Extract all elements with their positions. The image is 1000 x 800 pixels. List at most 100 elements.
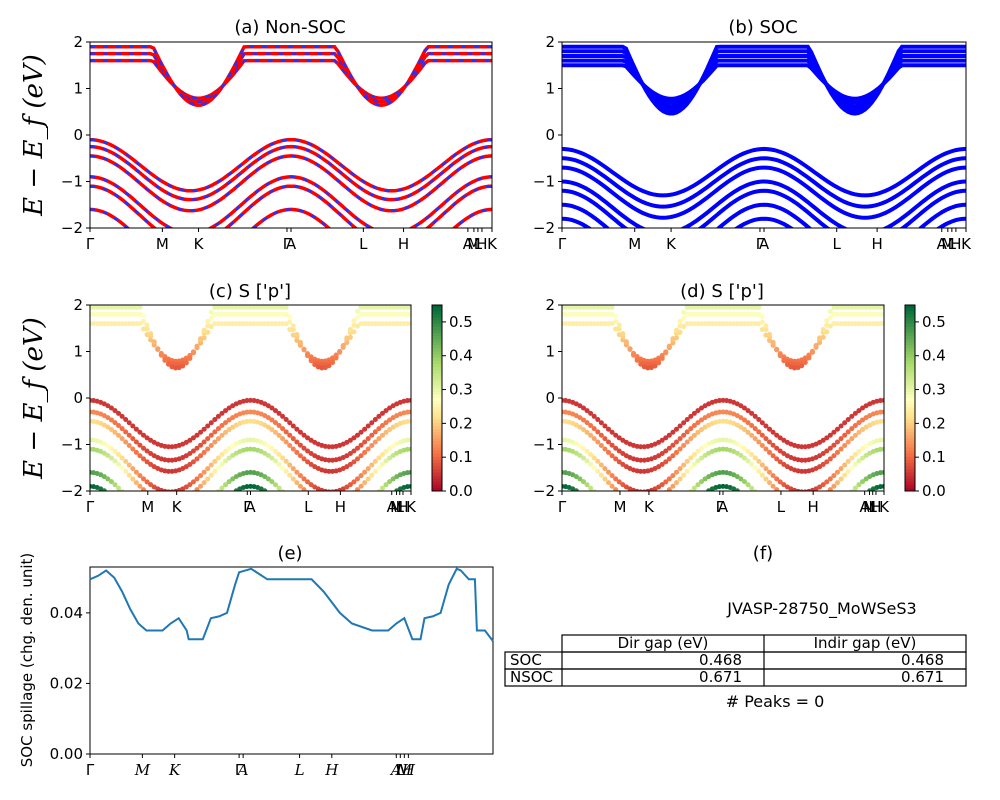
panel-d-point bbox=[863, 321, 869, 327]
panel-d-point bbox=[566, 321, 572, 327]
panel-c-colorbar-segment bbox=[432, 460, 442, 464]
panel-c-point bbox=[205, 318, 211, 324]
panel-c-point bbox=[362, 311, 368, 317]
panel-c-point bbox=[373, 493, 378, 498]
panel-d-point bbox=[741, 427, 747, 433]
panel-d-colorbar-segment bbox=[905, 410, 915, 414]
panel-d-point bbox=[666, 487, 672, 491]
panel-c-point bbox=[376, 465, 382, 471]
panel-d-point bbox=[713, 311, 719, 317]
panel-c-point bbox=[394, 305, 400, 310]
panel-c-point bbox=[123, 321, 129, 327]
panel-c-point bbox=[383, 305, 389, 310]
panel-c-point bbox=[344, 335, 350, 341]
panel-c-point bbox=[376, 426, 382, 432]
panel-d-point bbox=[713, 321, 719, 327]
panel-c-point bbox=[305, 353, 311, 359]
panel-c-point bbox=[258, 321, 264, 327]
panel-d-colorbar-segment bbox=[905, 432, 915, 436]
panel-d-point bbox=[856, 321, 862, 327]
panel-c-colorbar-segment bbox=[432, 363, 442, 368]
panel-d-point bbox=[702, 452, 708, 458]
panel-d-point bbox=[695, 458, 701, 464]
panel-d-xtick-label: L bbox=[869, 498, 878, 516]
panel-d-point bbox=[681, 309, 687, 315]
panel-c-colorbar-segment bbox=[432, 450, 442, 455]
panel-d-point bbox=[756, 305, 762, 310]
panel-d-point bbox=[860, 321, 866, 327]
panel-c-point bbox=[215, 305, 221, 310]
panel-d-point bbox=[695, 305, 701, 310]
panel-d-point bbox=[763, 516, 768, 521]
panel-c-colorbar-label: 0.0 bbox=[449, 482, 473, 500]
panel-d-point bbox=[799, 501, 804, 506]
panel-d-point bbox=[767, 469, 773, 475]
panel-c-xtick-label: H bbox=[397, 498, 408, 516]
panel-d-point bbox=[691, 311, 697, 317]
panel-d-point bbox=[745, 321, 751, 327]
panel-d-point bbox=[577, 424, 583, 430]
panel-c-point bbox=[351, 322, 357, 328]
panel-d-point bbox=[827, 476, 833, 482]
panel-c-point bbox=[287, 326, 293, 332]
panel-d-colorbar-segment bbox=[905, 481, 915, 486]
panel-c-point bbox=[365, 436, 371, 442]
panel-c-point bbox=[276, 321, 282, 327]
panel-c-xtick-label: A bbox=[387, 498, 398, 516]
panel-d-point bbox=[845, 311, 851, 317]
panel-c-point bbox=[330, 526, 335, 531]
panel-d-point bbox=[699, 305, 705, 310]
panel-c-point bbox=[355, 476, 360, 482]
panel-c-point bbox=[205, 516, 210, 521]
panel-d-point bbox=[738, 443, 744, 449]
panel-c-point bbox=[290, 476, 296, 482]
panel-c-xtick-label: M bbox=[390, 498, 403, 516]
panel-d-point bbox=[613, 476, 619, 482]
panel-d-point bbox=[631, 540, 636, 545]
panel-c-point bbox=[383, 448, 389, 454]
panel-b-xtick-label: Γ bbox=[558, 235, 567, 253]
panel-c-point bbox=[123, 429, 129, 435]
panel-d-point bbox=[831, 473, 837, 479]
panel-d-point bbox=[838, 305, 844, 310]
panel-c-point bbox=[301, 456, 307, 462]
panel-d-colorbar-segment bbox=[905, 487, 915, 492]
panel-d-colorbar-label: 0.3 bbox=[922, 381, 946, 399]
panel-c-point bbox=[158, 487, 164, 491]
panel-d-point bbox=[845, 321, 851, 327]
panel-c-point bbox=[390, 476, 396, 482]
panel-c-point bbox=[355, 456, 360, 462]
panel-d-point bbox=[734, 305, 740, 310]
panel-c-point bbox=[365, 321, 371, 327]
panel-d-point bbox=[584, 448, 590, 454]
panel-d-point bbox=[827, 432, 833, 438]
panel-d-point bbox=[677, 318, 683, 324]
panel-c-xtick-label: K bbox=[406, 498, 417, 516]
panel-c-point bbox=[205, 423, 211, 429]
panel-d-point bbox=[598, 311, 604, 317]
panel-d-point bbox=[681, 315, 687, 321]
panel-c-point bbox=[187, 518, 192, 523]
panel-d-point bbox=[774, 476, 780, 482]
panel-c-point bbox=[248, 311, 253, 317]
panel-c-point bbox=[401, 311, 407, 317]
panel-c-point bbox=[133, 426, 139, 432]
panel-c-point bbox=[148, 461, 154, 467]
panel-a-xtick-label: Γ bbox=[86, 235, 95, 253]
panel-d-point bbox=[838, 476, 844, 482]
panel-c-point bbox=[376, 489, 382, 491]
panel-d-point bbox=[609, 429, 615, 435]
panel-d-point bbox=[842, 420, 848, 426]
panel-c-point bbox=[98, 305, 104, 310]
panel-c-point bbox=[112, 321, 118, 327]
panel-c-point bbox=[294, 449, 300, 455]
panel-a-ytick-label: 1 bbox=[73, 80, 83, 98]
panel-d-point bbox=[846, 493, 851, 498]
panel-c-point bbox=[94, 321, 100, 327]
panel-c-point bbox=[244, 311, 250, 317]
panel-e-xtick-label: H bbox=[324, 761, 339, 779]
panel-c-point bbox=[294, 331, 300, 337]
panel-c-point bbox=[205, 446, 211, 452]
panel-d-point bbox=[881, 397, 884, 403]
panel-c-point bbox=[348, 493, 353, 498]
